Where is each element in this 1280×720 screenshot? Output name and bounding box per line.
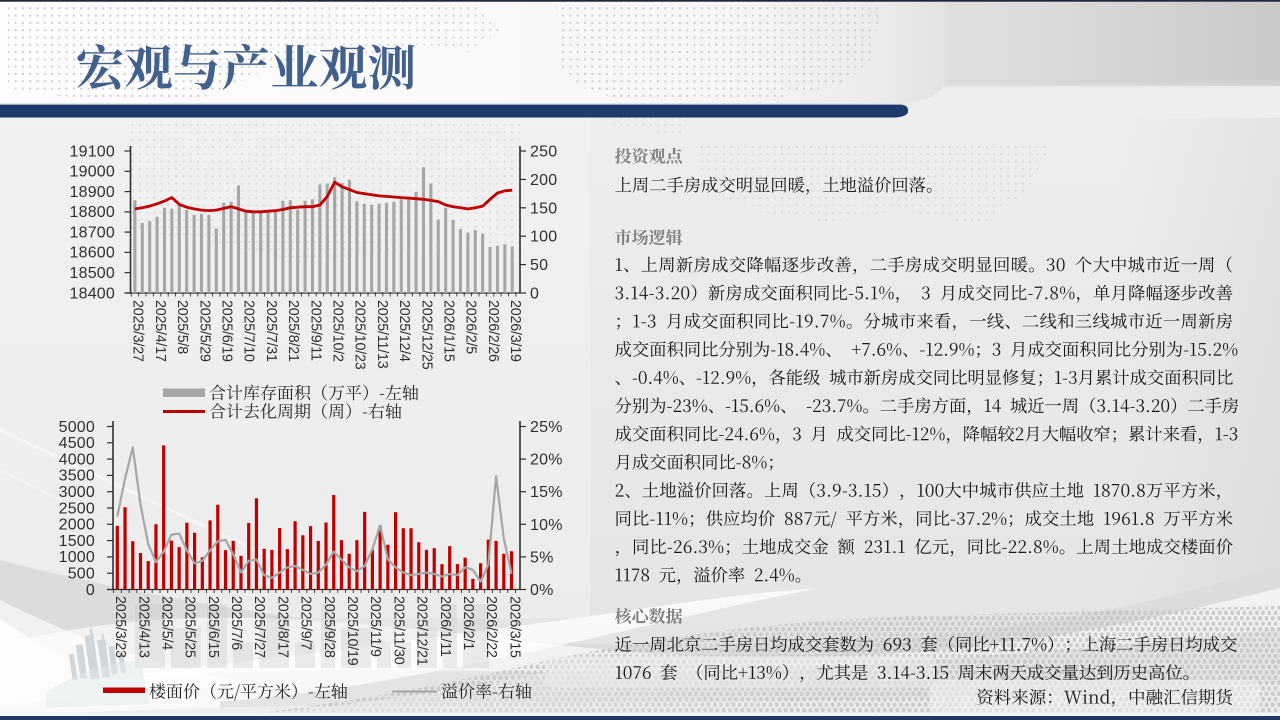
svg-text:18800: 18800: [70, 204, 116, 221]
svg-text:2025/9/28: 2025/9/28: [321, 596, 337, 658]
svg-text:50: 50: [530, 257, 548, 274]
svg-text:2025/5/29: 2025/5/29: [196, 300, 212, 362]
svg-text:19100: 19100: [70, 143, 116, 160]
svg-text:2026/2/5: 2026/2/5: [463, 300, 479, 354]
svg-text:2026/3/15: 2026/3/15: [506, 596, 522, 658]
svg-text:2500: 2500: [59, 500, 95, 517]
svg-text:2026/2/26: 2026/2/26: [485, 300, 501, 362]
svg-text:4500: 4500: [59, 435, 95, 452]
svg-text:4000: 4000: [59, 451, 95, 468]
svg-text:18400: 18400: [70, 285, 116, 302]
svg-text:2025/7/31: 2025/7/31: [263, 300, 279, 362]
svg-text:2025/4/13: 2025/4/13: [135, 596, 151, 658]
svg-text:5000: 5000: [59, 419, 95, 436]
svg-text:0: 0: [86, 582, 95, 599]
svg-text:1500: 1500: [59, 533, 95, 550]
svg-text:2025/11/9: 2025/11/9: [367, 596, 383, 657]
svg-text:2025/7/6: 2025/7/6: [228, 596, 244, 650]
svg-text:500: 500: [68, 566, 95, 583]
svg-text:2025/4/17: 2025/4/17: [152, 300, 168, 362]
svg-text:2025/3/23: 2025/3/23: [112, 596, 128, 658]
svg-text:150: 150: [530, 200, 557, 217]
svg-text:0: 0: [530, 286, 539, 303]
svg-text:2025/11/30: 2025/11/30: [390, 596, 406, 665]
svg-text:19000: 19000: [70, 164, 116, 181]
svg-text:2025/9/11: 2025/9/11: [307, 300, 323, 361]
svg-text:2025/12/25: 2025/12/25: [418, 300, 434, 370]
svg-text:2000: 2000: [59, 517, 95, 534]
svg-text:18900: 18900: [70, 184, 116, 201]
svg-text:2025/5/4: 2025/5/4: [159, 596, 175, 650]
svg-text:18700: 18700: [70, 224, 116, 241]
svg-text:2025/12/21: 2025/12/21: [414, 596, 430, 666]
svg-text:2025/10/23: 2025/10/23: [352, 300, 368, 370]
svg-text:25%: 25%: [530, 419, 563, 436]
svg-text:2026/2/1: 2026/2/1: [460, 596, 476, 650]
svg-text:2026/3/19: 2026/3/19: [507, 300, 523, 362]
svg-text:5%: 5%: [530, 549, 554, 566]
svg-text:2026/1/15: 2026/1/15: [441, 300, 457, 362]
svg-text:18600: 18600: [70, 245, 116, 262]
svg-text:2025/9/7: 2025/9/7: [298, 596, 314, 650]
svg-text:2025/5/8: 2025/5/8: [174, 300, 190, 354]
svg-text:3500: 3500: [59, 468, 95, 485]
svg-text:3000: 3000: [59, 484, 95, 501]
svg-text:2025/8/17: 2025/8/17: [274, 596, 290, 658]
svg-text:2025/6/15: 2025/6/15: [205, 596, 221, 658]
svg-text:250: 250: [530, 144, 557, 161]
svg-text:2026/2/22: 2026/2/22: [483, 596, 499, 658]
svg-text:20%: 20%: [530, 452, 563, 469]
svg-text:100: 100: [530, 229, 557, 246]
svg-text:2025/10/19: 2025/10/19: [344, 596, 360, 666]
svg-text:2025/7/27: 2025/7/27: [251, 596, 267, 658]
svg-text:18500: 18500: [70, 265, 116, 282]
svg-text:2025/11/13: 2025/11/13: [374, 300, 390, 369]
svg-text:2025/8/21: 2025/8/21: [285, 300, 301, 362]
svg-text:2025/6/19: 2025/6/19: [219, 300, 235, 362]
svg-text:15%: 15%: [530, 484, 563, 501]
svg-text:200: 200: [530, 172, 557, 189]
svg-text:2025/7/10: 2025/7/10: [241, 300, 257, 362]
svg-text:2025/12/4: 2025/12/4: [396, 300, 412, 362]
svg-text:10%: 10%: [530, 517, 563, 534]
svg-text:2025/3/27: 2025/3/27: [130, 300, 146, 362]
svg-text:2026/1/11: 2026/1/11: [437, 596, 453, 657]
svg-text:2025/5/25: 2025/5/25: [182, 596, 198, 658]
svg-text:0%: 0%: [530, 582, 554, 599]
svg-text:2025/10/2: 2025/10/2: [330, 300, 346, 362]
svg-text:1000: 1000: [59, 549, 95, 566]
